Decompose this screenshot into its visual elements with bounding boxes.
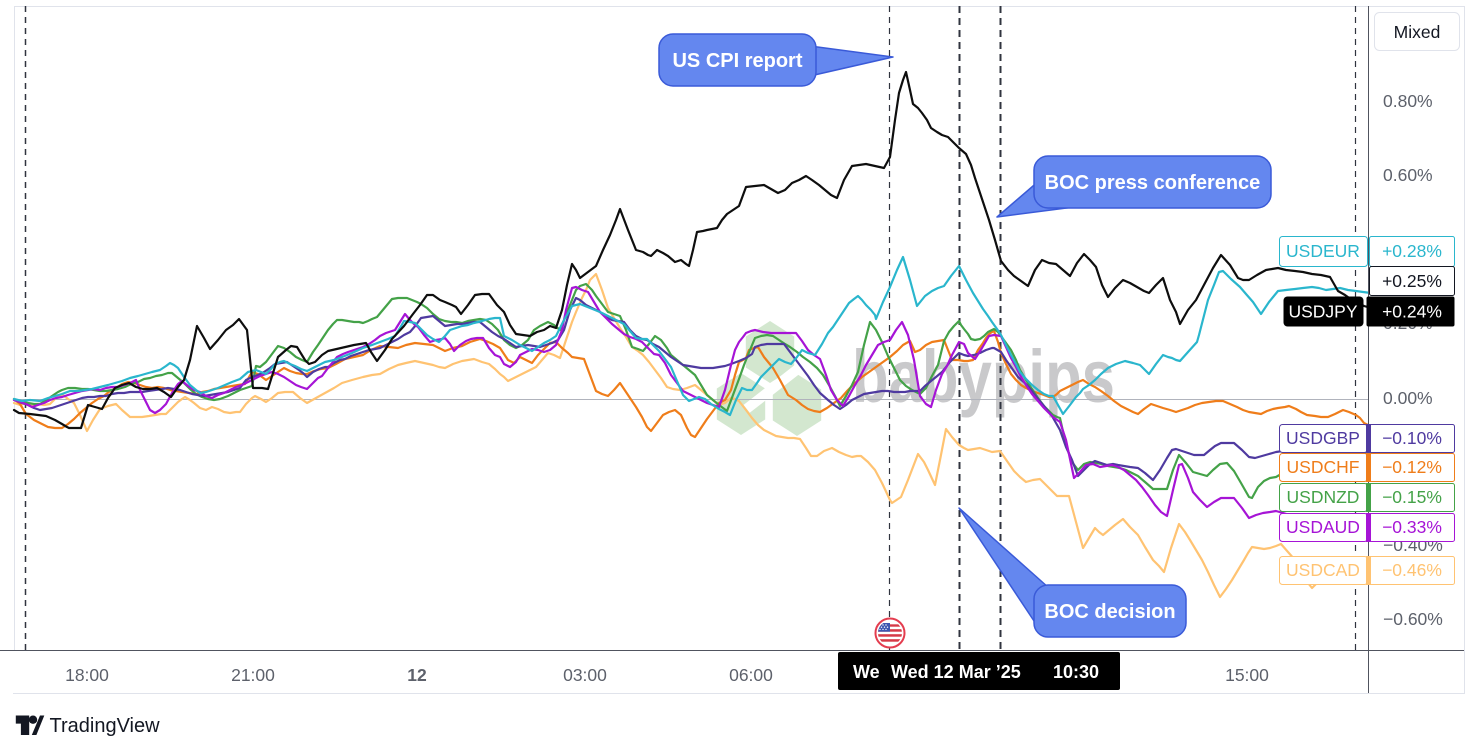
svg-text:−0.60%: −0.60% bbox=[1383, 609, 1443, 629]
svg-text:USDCAD: USDCAD bbox=[1286, 560, 1360, 580]
svg-text:12: 12 bbox=[407, 665, 427, 685]
svg-text:0.00%: 0.00% bbox=[1383, 388, 1433, 408]
svg-text:−0.46%: −0.46% bbox=[1382, 560, 1442, 580]
svg-text:−0.33%: −0.33% bbox=[1382, 517, 1442, 537]
svg-text:+0.28%: +0.28% bbox=[1382, 241, 1442, 261]
svg-text:−0.10%: −0.10% bbox=[1382, 428, 1442, 448]
svg-text:Wed 12 Mar ’25: Wed 12 Mar ’25 bbox=[891, 662, 1021, 682]
svg-text:0.80%: 0.80% bbox=[1383, 91, 1433, 111]
svg-text:USDEUR: USDEUR bbox=[1286, 241, 1360, 261]
svg-text:Mixed: Mixed bbox=[1394, 22, 1441, 42]
svg-text:21:00: 21:00 bbox=[231, 665, 275, 685]
svg-text:03:00: 03:00 bbox=[563, 665, 607, 685]
svg-text:−0.12%: −0.12% bbox=[1382, 457, 1442, 477]
svg-text:We: We bbox=[853, 662, 880, 682]
svg-text:USDAUD: USDAUD bbox=[1286, 517, 1360, 537]
svg-text:0.60%: 0.60% bbox=[1383, 165, 1433, 185]
svg-text:+0.25%: +0.25% bbox=[1382, 271, 1442, 291]
svg-text:USDJPY: USDJPY bbox=[1288, 302, 1357, 322]
svg-text:18:00: 18:00 bbox=[65, 665, 109, 685]
svg-text:TradingView: TradingView bbox=[50, 715, 161, 737]
svg-text:USDNZD: USDNZD bbox=[1287, 487, 1360, 507]
svg-text:US CPI report: US CPI report bbox=[672, 50, 802, 72]
svg-text:15:00: 15:00 bbox=[1225, 665, 1269, 685]
svg-text:BOC decision: BOC decision bbox=[1044, 601, 1175, 623]
svg-text:USDGBP: USDGBP bbox=[1286, 428, 1360, 448]
svg-text:BOC press conference: BOC press conference bbox=[1045, 172, 1261, 194]
svg-text:USDCHF: USDCHF bbox=[1287, 457, 1360, 477]
svg-text:+0.24%: +0.24% bbox=[1382, 302, 1442, 322]
svg-text:−0.15%: −0.15% bbox=[1382, 487, 1442, 507]
svg-text:06:00: 06:00 bbox=[729, 665, 773, 685]
svg-text:10:30: 10:30 bbox=[1053, 662, 1099, 682]
